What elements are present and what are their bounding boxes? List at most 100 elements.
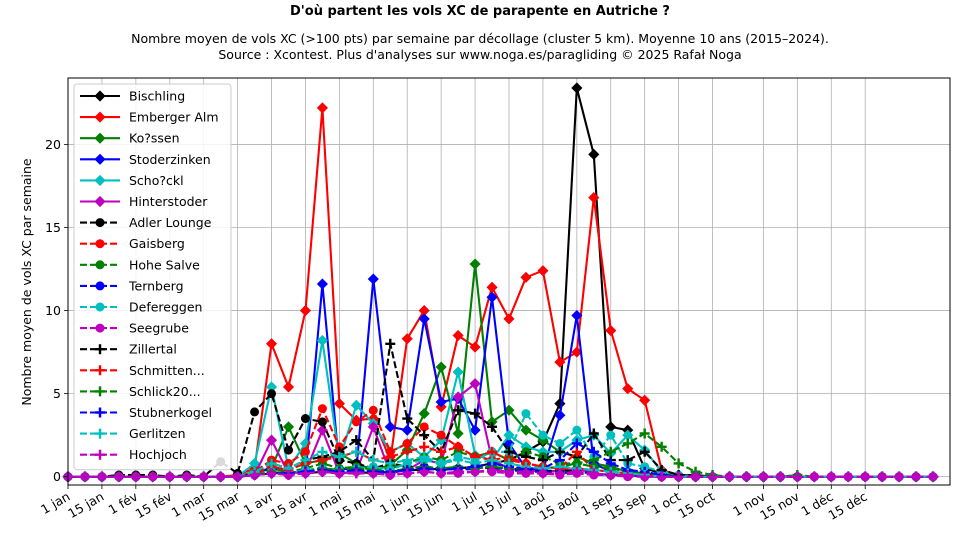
data-point-1-20 xyxy=(401,333,413,345)
data-point-14-35 xyxy=(656,441,667,452)
x-tick-label-11: 15 jun xyxy=(404,489,445,522)
data-point-17-1 xyxy=(79,471,90,482)
data-point-3-15 xyxy=(316,278,328,290)
data-point-16-17 xyxy=(351,446,362,457)
legend-entry-5: Hinterstoder xyxy=(80,194,208,209)
legend-label-5: Hinterstoder xyxy=(129,194,208,209)
data-point-1-23 xyxy=(452,329,464,342)
data-point-17-19 xyxy=(385,470,396,481)
data-point-17-20 xyxy=(402,468,413,479)
data-point-16-12 xyxy=(266,458,277,469)
data-point-17-3 xyxy=(113,471,124,482)
data-point-6-14 xyxy=(300,414,310,424)
data-point-17-34 xyxy=(639,471,650,482)
data-point-4-23 xyxy=(452,366,464,378)
data-point-5-15 xyxy=(316,424,328,436)
data-point-12-23 xyxy=(453,405,464,416)
data-point-17-17 xyxy=(351,468,362,479)
legend-label-11: Seegrube xyxy=(129,321,189,336)
data-point-2-27 xyxy=(520,424,532,436)
data-point-17-5 xyxy=(147,471,158,482)
data-point-14-36 xyxy=(673,458,684,469)
data-point-10-32 xyxy=(606,430,616,440)
x-tick-label-7: 15 avr xyxy=(268,488,311,521)
y-axis-label: Nombre moyen de vols XC par semaine xyxy=(19,158,34,406)
data-point-1-26 xyxy=(503,313,515,325)
data-point-7-17 xyxy=(351,417,361,427)
legend-marker-1 xyxy=(94,111,106,123)
data-point-6-12 xyxy=(267,389,277,399)
legend-marker-4 xyxy=(94,174,106,186)
data-point-13-21 xyxy=(419,441,430,452)
data-point-16-15 xyxy=(317,446,328,457)
data-point-17-39 xyxy=(724,471,735,482)
legend-label-10: Defereggen xyxy=(129,300,202,315)
x-tick-label-21: 15 nov xyxy=(757,488,802,523)
data-point-7-20 xyxy=(402,438,412,448)
data-point-17-43 xyxy=(792,471,803,482)
data-point-17-25 xyxy=(487,465,498,476)
data-point-15-30 xyxy=(571,438,582,449)
legend-entry-17: Hochjoch xyxy=(80,447,187,462)
data-point-10-27 xyxy=(521,409,531,419)
y-tick-label-1: 5 xyxy=(53,386,61,401)
data-point-1-14 xyxy=(299,305,312,317)
x-tick-label-19: 15 oct xyxy=(675,489,717,522)
data-point-1-24 xyxy=(469,341,481,353)
data-point-17-24 xyxy=(470,466,481,477)
data-point-6-11 xyxy=(250,407,260,417)
data-point-17-47 xyxy=(860,471,871,482)
legend-marker-13 xyxy=(95,365,105,376)
data-point-10-28 xyxy=(538,430,548,440)
data-point-17-14 xyxy=(300,468,311,479)
data-point-17-6 xyxy=(164,471,175,482)
data-point-0-31 xyxy=(588,148,600,160)
data-point-4-26 xyxy=(503,429,515,441)
data-point-17-21 xyxy=(419,466,430,477)
legend-marker-6 xyxy=(95,218,105,228)
data-point-17-27 xyxy=(520,466,531,477)
data-point-1-29 xyxy=(554,356,566,368)
data-point-17-16 xyxy=(334,468,345,479)
x-tick-label-15: 15 aoû xyxy=(537,489,582,524)
data-point-17-42 xyxy=(775,471,786,482)
legend-label-8: Hohe Salve xyxy=(129,257,200,272)
data-point-5-18 xyxy=(367,421,379,433)
legend-marker-15 xyxy=(95,407,105,418)
legend-label-17: Hochjoch xyxy=(129,447,187,462)
data-point-2-21 xyxy=(418,408,430,420)
x-tick-label-23: 15 déc xyxy=(825,489,869,523)
data-point-2-13 xyxy=(282,421,295,433)
subtitle-line-2: Source : Xcontest. Plus d'analyses sur w… xyxy=(218,47,742,62)
data-point-14-32 xyxy=(605,446,616,457)
legend-marker-2 xyxy=(94,132,106,144)
data-point-6-13 xyxy=(284,445,293,455)
data-point-17-2 xyxy=(96,471,107,482)
legend-label-13: Schmitten... xyxy=(129,363,205,378)
data-point-7-21 xyxy=(419,422,429,432)
data-point-17-18 xyxy=(368,468,379,479)
data-point-17-33 xyxy=(622,470,633,481)
data-point-17-41 xyxy=(758,471,769,482)
data-point-1-28 xyxy=(537,265,549,277)
subtitle-line-1: Nombre moyen de vols XC (>100 pts) par s… xyxy=(131,31,829,46)
legend-marker-10 xyxy=(95,302,105,312)
legend-label-1: Emberger Alm xyxy=(129,110,219,125)
legend-label-4: Scho?ckl xyxy=(129,173,184,188)
y-tick-label-4: 20 xyxy=(45,137,61,152)
data-point-12-34 xyxy=(639,446,650,457)
data-point-2-22 xyxy=(435,361,447,373)
legend-entry-13: Schmitten... xyxy=(80,363,205,378)
data-point-12-25 xyxy=(487,421,498,432)
data-point-16-21 xyxy=(419,451,430,462)
data-point-10-30 xyxy=(572,425,582,435)
series-layer xyxy=(62,82,939,483)
legend: Bischling Emberger Alm Ko?ssen Stoderzinken… xyxy=(73,83,232,471)
data-point-17-31 xyxy=(588,468,599,479)
legend-marker-0 xyxy=(94,90,106,102)
legend-entry-3: Stoderzinken xyxy=(80,152,211,167)
legend-marker-16 xyxy=(95,428,105,439)
data-point-0-32 xyxy=(605,421,617,433)
data-point-17-40 xyxy=(741,471,752,482)
